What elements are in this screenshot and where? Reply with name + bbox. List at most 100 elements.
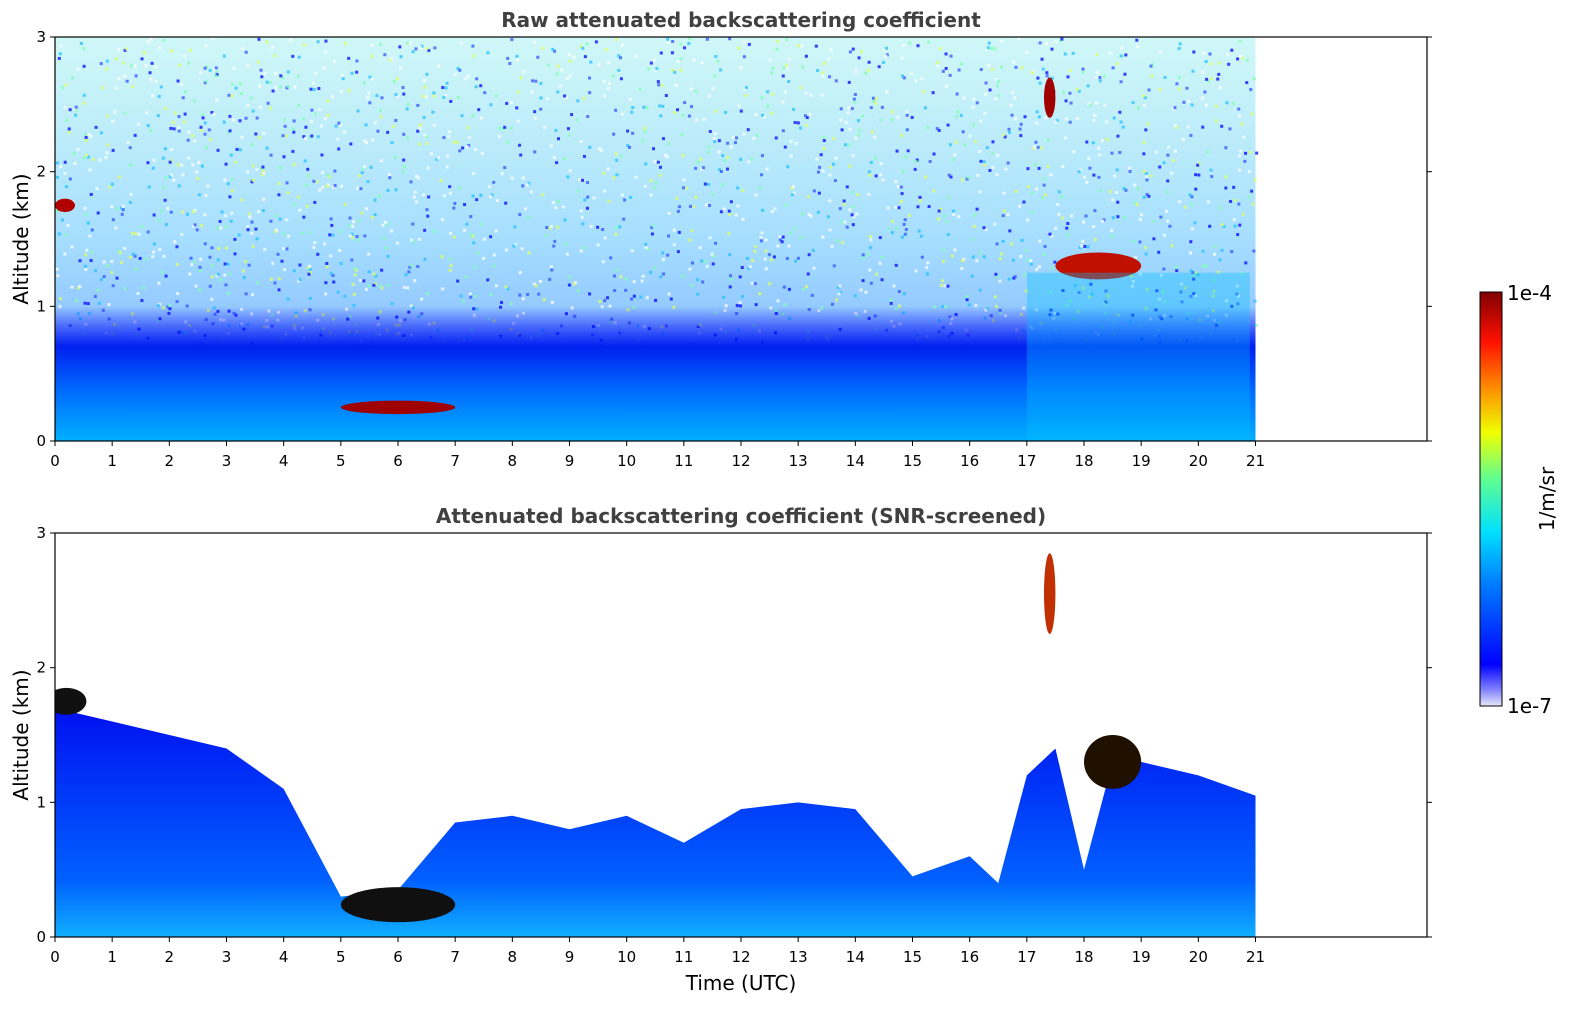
raw-noise-pixel [747,42,751,46]
raw-noise-pixel [897,206,901,210]
raw-noise-pixel [286,70,290,74]
raw-noise-pixel [271,45,275,49]
raw-noise-pixel [350,236,354,240]
raw-noise-pixel [1238,168,1242,172]
raw-noise-pixel [566,127,570,131]
raw-noise-pixel [401,169,405,173]
raw-noise-pixel [120,261,124,265]
raw-noise-pixel [1116,215,1120,219]
raw-noise-pixel [1024,289,1028,293]
raw-noise-pixel [115,276,119,280]
raw-noise-pixel [98,158,102,162]
raw-noise-pixel [1147,194,1151,198]
raw-noise-pixel [869,160,873,164]
raw-x-tick-label: 21 [1246,452,1265,470]
raw-noise-pixel [984,92,988,96]
raw-noise-pixel [312,88,316,92]
raw-noise-pixel [725,167,729,171]
raw-noise-pixel [1149,64,1153,68]
raw-noise-pixel [313,241,317,245]
raw-noise-pixel [735,136,739,140]
raw-noise-pixel [927,205,931,209]
raw-noise-pixel [940,283,944,287]
raw-noise-pixel [492,264,496,268]
raw-noise-pixel [1115,190,1119,194]
raw-noise-pixel [856,119,860,123]
raw-noise-pixel [396,95,400,99]
raw-noise-pixel [241,47,245,51]
raw-noise-pixel [355,59,359,63]
raw-noise-pixel [128,146,132,150]
raw-noise-pixel [260,173,264,177]
raw-noise-pixel [950,254,954,258]
raw-noise-pixel [147,185,151,189]
raw-noise-pixel [1157,297,1161,301]
raw-noise-pixel [807,212,811,216]
raw-noise-pixel [840,128,844,132]
raw-noise-pixel [269,219,273,223]
raw-noise-pixel [423,228,427,232]
raw-noise-pixel [469,215,473,219]
raw-noise-pixel [778,238,782,242]
raw-noise-pixel [962,96,966,100]
raw-noise-pixel [1155,289,1159,293]
raw-noise-pixel [770,71,774,75]
raw-noise-pixel [63,105,67,109]
raw-noise-pixel [874,174,878,178]
raw-noise-pixel [1154,150,1158,154]
raw-noise-pixel [473,265,477,269]
raw-noise-pixel [1192,50,1196,54]
raw-noise-pixel [138,256,142,260]
raw-noise-pixel [475,77,479,81]
raw-noise-pixel [994,272,998,276]
raw-noise-pixel [277,193,281,197]
scr-x-tick-label: 10 [617,948,636,966]
raw-noise-pixel [728,253,732,257]
raw-noise-pixel [409,41,413,45]
raw-noise-pixel [522,70,526,74]
raw-noise-pixel [230,189,234,193]
raw-noise-pixel [367,270,371,274]
raw-noise-pixel [395,77,399,81]
raw-noise-pixel [325,261,329,265]
raw-noise-pixel [448,130,452,134]
raw-noise-pixel [424,135,428,139]
raw-noise-pixel [416,176,420,180]
raw-noise-pixel [694,118,698,122]
raw-noise-pixel [257,37,261,41]
raw-noise-pixel [140,298,144,302]
raw-noise-pixel [619,56,623,60]
raw-noise-pixel [224,214,228,218]
raw-noise-pixel [861,114,865,118]
raw-noise-pixel [208,68,212,72]
raw-noise-pixel [1163,233,1167,237]
raw-noise-pixel [533,150,537,154]
raw-noise-pixel [606,61,610,65]
raw-noise-pixel [1063,52,1067,56]
raw-noise-pixel [787,244,791,248]
raw-noise-pixel [785,66,789,70]
raw-noise-pixel [1075,87,1079,91]
raw-noise-pixel [363,165,367,169]
raw-noise-pixel [82,156,86,160]
raw-noise-pixel [594,40,598,44]
raw-noise-pixel [614,152,618,156]
raw-noise-pixel [952,158,956,162]
raw-noise-pixel [532,40,536,44]
raw-noise-pixel [117,48,121,52]
raw-noise-pixel [1187,99,1191,103]
raw-noise-pixel [352,266,356,270]
raw-noise-pixel [88,234,92,238]
raw-noise-pixel [862,256,866,260]
raw-noise-pixel [1039,146,1043,150]
raw-x-tick-label: 15 [903,452,922,470]
raw-noise-pixel [861,279,865,283]
raw-noise-pixel [568,74,572,78]
raw-noise-pixel [515,54,519,58]
raw-noise-pixel [231,177,235,181]
raw-noise-pixel [971,123,975,127]
raw-noise-pixel [381,223,385,227]
raw-noise-pixel [1084,214,1088,218]
raw-noise-pixel [960,267,964,271]
raw-noise-pixel [280,259,284,263]
